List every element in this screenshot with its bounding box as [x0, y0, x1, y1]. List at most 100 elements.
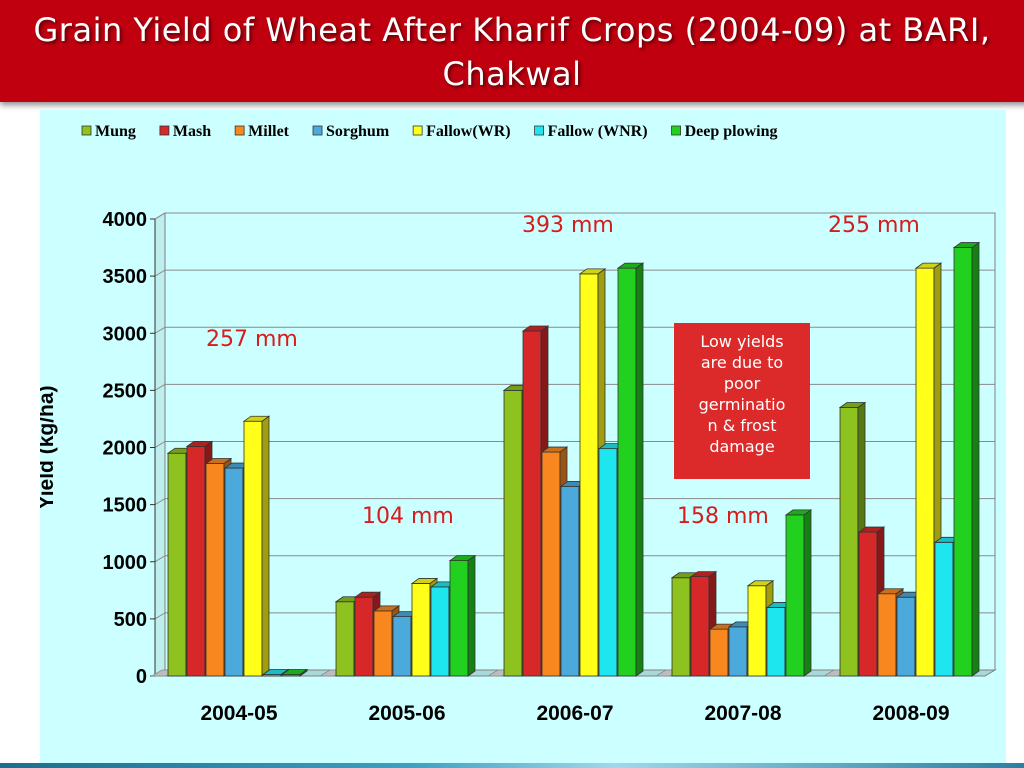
bar-top [857, 526, 886, 533]
bar-mash [354, 596, 374, 677]
bar-millet [541, 451, 561, 677]
bar-top [838, 402, 867, 408]
bar-fallow-wr- [579, 273, 599, 677]
rainfall-label: 393 mm [522, 213, 614, 238]
title-bar: Grain Yield of Wheat After Kharif Crops … [0, 0, 1024, 102]
legend-label: Sorghum [326, 123, 390, 140]
bar-top [242, 415, 271, 422]
bar-sorghum [728, 626, 748, 677]
bar-millet [709, 628, 729, 677]
bar-top [616, 262, 645, 269]
slide-title: Grain Yield of Wheat After Kharif Crops … [33, 11, 991, 93]
y-axis-label: Yield (kg/ha) [40, 385, 58, 509]
bar-top [540, 446, 569, 453]
gridline [154, 383, 995, 391]
bar-mung [335, 601, 355, 677]
bar-fallow-wr- [243, 420, 263, 677]
bar-top [448, 555, 477, 562]
bar-deep-plowing [953, 247, 973, 677]
bar-mash [522, 330, 542, 677]
gridline [154, 555, 995, 563]
gridline [154, 269, 995, 277]
bar-top [261, 669, 290, 675]
bar-fallow-wnr- [430, 586, 450, 677]
bar-sorghum [560, 485, 580, 677]
callout-line: damage [709, 437, 774, 456]
bar-top [689, 571, 718, 578]
y-tick-label: 3500 [103, 266, 148, 288]
legend-swatch [412, 125, 423, 136]
bar-sorghum [392, 616, 412, 677]
y-tick-label: 2500 [103, 380, 148, 402]
bar-deep-plowing [785, 514, 805, 677]
callout-line: Low yields [700, 332, 783, 351]
y-tick-label: 500 [114, 609, 147, 631]
bar-sorghum [896, 596, 916, 677]
footer-stripe [0, 763, 1024, 768]
gridline [154, 612, 995, 620]
callout-line: germinatio [699, 395, 786, 414]
bar-deep-plowing [617, 267, 637, 677]
yield-chart: 0 500 1000 1500 2000 2500 3000 3500 4000 Yield (k… [40, 123, 997, 725]
bar-top [372, 605, 401, 612]
bar-mash [690, 576, 710, 677]
bar-top [746, 580, 775, 587]
bar-top [185, 440, 214, 447]
x-tick-label: 2005-06 [368, 702, 445, 725]
callout-line: poor [724, 374, 761, 393]
legend-label: Deep plowing [685, 123, 778, 140]
bar-side [803, 509, 812, 677]
rainfall-label: 104 mm [362, 504, 454, 529]
legend-label: Millet [248, 123, 290, 140]
x-tick-label: 2008-09 [872, 702, 949, 725]
legend-label: Mash [173, 123, 211, 140]
bar-millet [373, 610, 393, 677]
bar-millet [877, 593, 897, 677]
legend-label: Fallow(WR) [426, 123, 510, 140]
legend-label: Fallow (WNR) [548, 123, 648, 140]
y-tick-label: 1500 [103, 495, 148, 517]
bar-top [521, 325, 550, 332]
y-tick-label: 4000 [103, 209, 148, 231]
bar-top [914, 262, 943, 269]
bar-mung [839, 407, 859, 677]
bar-mung [167, 452, 187, 677]
bar-side [261, 415, 270, 677]
legend-swatch [234, 125, 245, 136]
gridline [154, 212, 995, 220]
bar-sorghum [224, 467, 244, 677]
gridline [154, 498, 995, 506]
legend-swatch [312, 125, 323, 136]
bar-top [280, 669, 309, 675]
bar-fallow-wr- [411, 583, 431, 677]
callout-box [674, 323, 810, 479]
x-tick-label: 2006-07 [536, 702, 613, 725]
y-tick-label: 2000 [103, 438, 148, 460]
legend-label: Mung [95, 123, 136, 140]
bar-deep-plowing [449, 560, 469, 677]
bar-fallow-wnr- [766, 607, 786, 677]
bar-side [635, 262, 644, 677]
x-tick-label: 2007-08 [704, 702, 781, 725]
chart-panel: 0 500 1000 1500 2000 2500 3000 3500 4000 Yield (k… [40, 110, 1006, 764]
y-tick-label: 0 [136, 666, 147, 688]
bar-mung [671, 577, 691, 677]
rainfall-label: 255 mm [828, 213, 920, 238]
bar-side [467, 554, 476, 677]
bar-top [876, 588, 905, 595]
x-tick-label: 2004-05 [200, 702, 277, 725]
bar-fallow-wr- [747, 585, 767, 677]
rainfall-label: 158 mm [677, 504, 769, 529]
bar-millet [205, 463, 225, 677]
callout-line: are due to [701, 353, 783, 372]
bar-top [578, 268, 607, 275]
bar-top [952, 242, 981, 248]
bar-top [410, 578, 439, 584]
bar-top [353, 591, 382, 598]
gridline [154, 441, 995, 448]
rainfall-label: 257 mm [206, 327, 298, 352]
bar-fallow-wr- [915, 267, 935, 677]
bar-mash [858, 531, 878, 677]
legend-swatch [81, 125, 92, 136]
legend-swatch [159, 125, 170, 136]
